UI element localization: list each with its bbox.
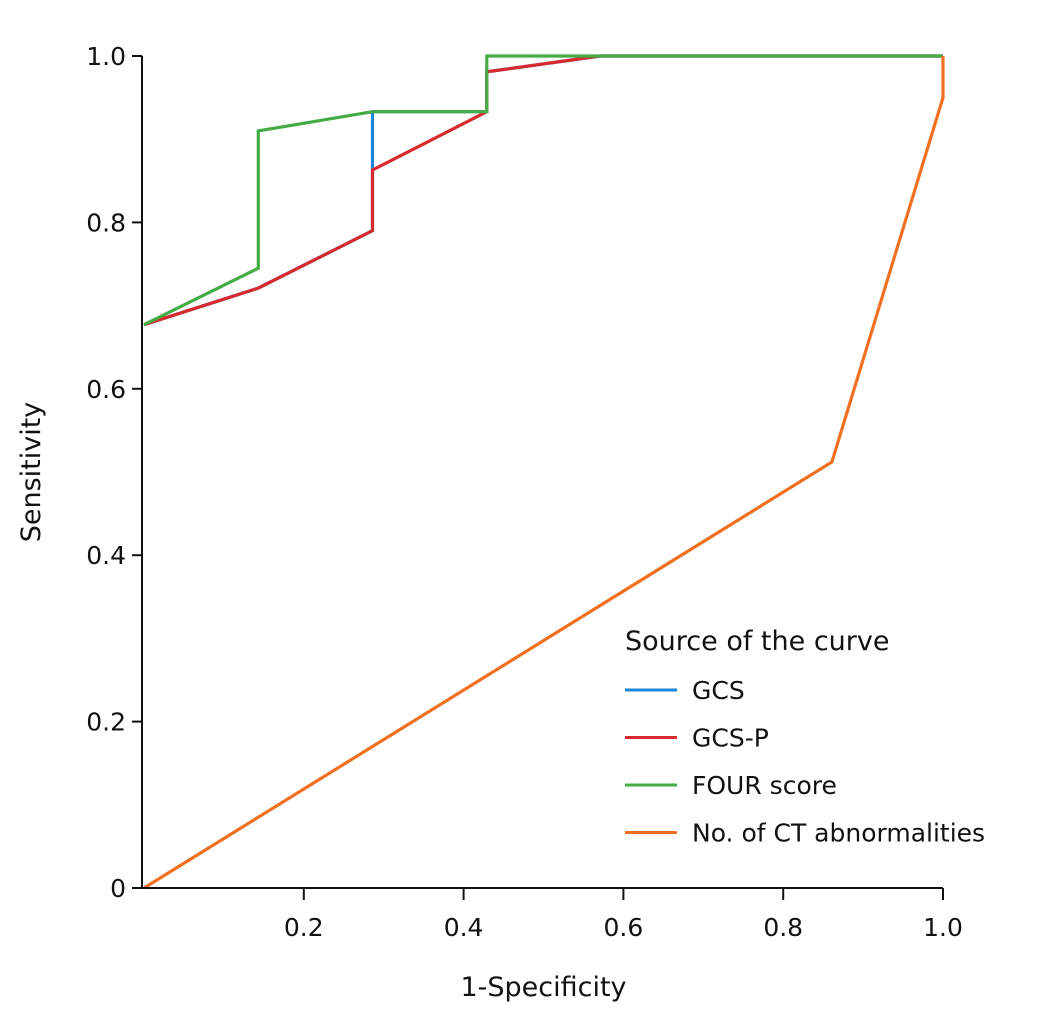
x-tick-label: 0.4	[444, 913, 484, 942]
y-tick-label: 1.0	[86, 42, 126, 71]
x-tick-label: 1.0	[923, 913, 963, 942]
y-tick-label: 0	[110, 874, 126, 903]
y-axis-title: Sensitivity	[16, 402, 47, 543]
legend-title: Source of the curve	[625, 626, 889, 657]
x-tick-label: 0.8	[763, 913, 803, 942]
y-tick-label: 0.4	[86, 541, 126, 570]
legend-label: No. of CT abnormalities	[692, 819, 985, 848]
axes	[141, 56, 943, 889]
x-axis-title: 1-Specificity	[460, 972, 626, 1003]
legend-label: GCS	[692, 676, 745, 705]
legend-label: FOUR score	[692, 771, 837, 800]
series-line-no-of-ct-abnormalities	[143, 56, 945, 890]
series-line-gcs-p	[143, 54, 943, 327]
y-tick-label: 0.2	[86, 708, 126, 737]
series-layer	[143, 54, 945, 890]
y-tick-label: 0.8	[86, 208, 126, 237]
legend-label: GCS-P	[692, 724, 769, 753]
ticks: 0 0.2 0.4 0.6 0.8 1.0 0.2 0.4 0.6 0.8 1.0	[86, 42, 963, 942]
x-tick-label: 0.2	[284, 913, 324, 942]
y-tick-label: 0.6	[86, 375, 126, 404]
legend: Source of the curve GCS GCS-P FOUR score No…	[625, 626, 985, 848]
x-tick-label: 0.6	[604, 913, 644, 942]
series-line-four-score	[143, 54, 943, 327]
